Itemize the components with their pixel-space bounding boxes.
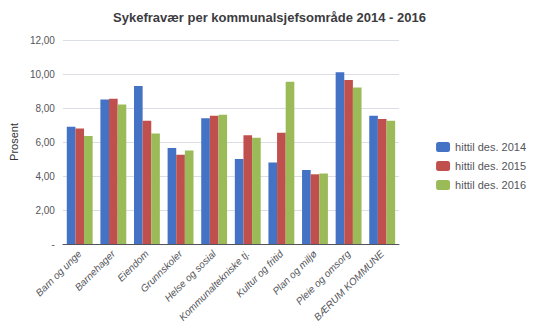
svg-text:Sykefravær per kommunalsjefsom: Sykefravær per kommunalsjefsområde 2014 … [113,10,426,25]
svg-text:8,00: 8,00 [35,103,55,114]
svg-text:hittil des. 2016: hittil des. 2016 [455,179,526,191]
svg-text:hittil des. 2015: hittil des. 2015 [455,160,526,172]
svg-text:Barnehager: Barnehager [73,248,118,293]
svg-text:Plan og miljø: Plan og miljø [270,248,319,297]
svg-text:6,00: 6,00 [35,137,55,148]
svg-text:Pleie og omsorg: Pleie og omsorg [293,248,353,307]
svg-text:Prosent: Prosent [8,123,20,161]
svg-text:Grunnskoler: Grunnskoler [138,248,185,295]
svg-text:2,00: 2,00 [35,205,55,216]
svg-text:Kultur og fritid: Kultur og fritid [233,248,286,300]
svg-text:10,00: 10,00 [30,69,55,80]
svg-text:BÆRUM KOMMUNE: BÆRUM KOMMUNE [312,248,387,323]
svg-text:Eiendom: Eiendom [115,248,151,284]
svg-text:-: - [52,239,55,250]
svg-text:Helse og sosial: Helse og sosial [162,248,218,304]
svg-text:hittil des. 2014: hittil des. 2014 [455,141,526,153]
svg-text:12,00: 12,00 [30,35,55,46]
svg-text:Kommunaltekniske tj.: Kommunaltekniske tj. [176,248,252,323]
svg-text:4,00: 4,00 [35,171,55,182]
svg-text:Barn og unge: Barn og unge [33,248,83,298]
